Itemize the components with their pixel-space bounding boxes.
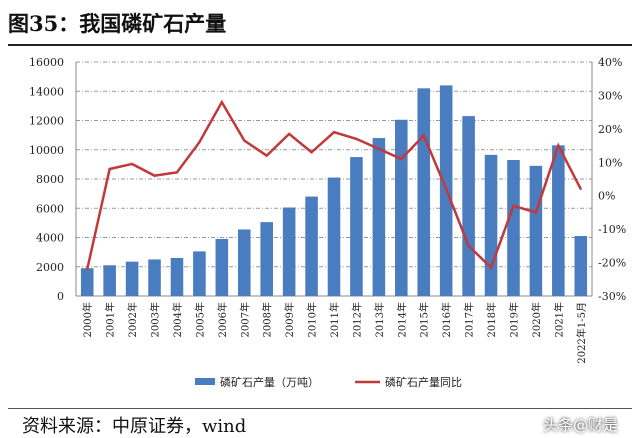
x-tick-label: 2015年 [418, 302, 431, 337]
legend-bar-swatch [195, 378, 215, 385]
x-tick-label: 2012年 [350, 302, 363, 337]
legend-line-label: 磷矿石产量同比 [385, 375, 462, 389]
bar [103, 265, 116, 296]
left-tick-label: 16000 [29, 56, 64, 69]
line-point [422, 134, 425, 137]
bar [148, 259, 161, 296]
x-tick-label: 2005年 [193, 302, 206, 337]
line-point [86, 268, 89, 271]
bar [350, 157, 363, 296]
legend-bar-label: 磷矿石产量（万吨） [220, 375, 319, 389]
left-tick-label: 10000 [29, 144, 64, 157]
source-note: 资料来源：中原证券，wind [22, 416, 247, 437]
bar [193, 251, 206, 296]
x-tick-label: 2011年 [328, 302, 341, 337]
x-tick-label: 2010年 [306, 302, 319, 337]
x-tick-label: 2004年 [171, 302, 184, 337]
left-tick-label: 8000 [36, 173, 64, 186]
x-tick-label: 2009年 [283, 302, 296, 337]
right-tick-label: 0% [598, 190, 615, 203]
bar [529, 165, 543, 296]
x-tick-label: 2016年 [440, 302, 453, 337]
line-point [467, 244, 470, 247]
bar [552, 145, 565, 296]
left-tick-label: 12000 [29, 115, 64, 128]
line-point [579, 188, 582, 191]
line-point [198, 141, 201, 144]
x-tick-label: 2017年 [463, 302, 476, 337]
left-tick-label: 2000 [36, 261, 64, 274]
line-point [243, 139, 246, 142]
bar [215, 238, 229, 296]
x-tick-label: 2001年 [104, 302, 117, 337]
x-tick-label: 2018年 [485, 302, 498, 337]
line-point [153, 174, 156, 177]
line-point [333, 131, 335, 134]
line-point [557, 144, 560, 147]
line-point [220, 101, 223, 104]
bar [395, 119, 408, 296]
right-tick-label: 30% [598, 89, 622, 102]
line-point [108, 167, 111, 170]
line-point [445, 188, 448, 191]
watermark: 头条@财是 [542, 416, 618, 434]
x-tick-label: 2019年 [507, 302, 520, 337]
chart: 0 2000 4000 6000 8000 10000 12000 14000 16000 -30… [29, 56, 626, 389]
bar [484, 154, 498, 296]
right-tick-label: -30% [598, 290, 626, 303]
x-tick-label: 2000年 [81, 302, 94, 337]
bar [574, 236, 588, 296]
figure-title: 图35：我国磷矿石产量 [8, 11, 227, 36]
line-point [310, 151, 313, 154]
bar [170, 257, 184, 296]
bar [282, 207, 296, 296]
left-tick-label: 14000 [29, 85, 64, 98]
x-tick-label: 2013年 [373, 302, 386, 337]
bar [507, 159, 520, 296]
right-tick-label: 40% [598, 56, 622, 69]
x-tick-label: 2006年 [216, 302, 229, 337]
x-tick-label: 2020年 [530, 302, 543, 337]
left-tick-label: 4000 [36, 232, 64, 245]
x-tick-label: 2002年 [126, 302, 139, 337]
right-tick-label: -10% [598, 223, 626, 236]
x-tick-label: 2022年1-5月 [575, 302, 588, 364]
line-point [377, 147, 380, 150]
x-tick-label: 2021年 [552, 302, 565, 337]
line-point [355, 137, 358, 140]
bar [372, 138, 386, 296]
line-point [534, 211, 537, 214]
x-tick-label: 2008年 [261, 302, 274, 337]
line-point [131, 162, 134, 165]
line-point [490, 266, 493, 269]
left-tick-label: 6000 [36, 202, 64, 215]
line-point [288, 132, 291, 135]
right-tick-label: -20% [598, 257, 626, 270]
x-tick-label: 2007年 [238, 302, 251, 337]
footer-divider [8, 408, 632, 409]
bar [125, 261, 139, 296]
line-point [512, 204, 515, 207]
left-tick-label: 0 [57, 290, 64, 303]
line-point [265, 154, 268, 157]
bar [260, 222, 273, 296]
bar [417, 88, 431, 296]
bar [80, 268, 94, 296]
bar [305, 196, 318, 296]
x-tick-label: 2014年 [395, 302, 408, 337]
right-tick-label: 20% [598, 123, 622, 136]
bar [327, 177, 341, 296]
x-tick-label: 2003年 [149, 302, 162, 337]
line-point [400, 157, 403, 160]
line-point [175, 171, 178, 174]
bar [237, 229, 251, 296]
bar [462, 116, 475, 296]
right-tick-label: 10% [598, 156, 622, 169]
title-divider [8, 44, 632, 46]
